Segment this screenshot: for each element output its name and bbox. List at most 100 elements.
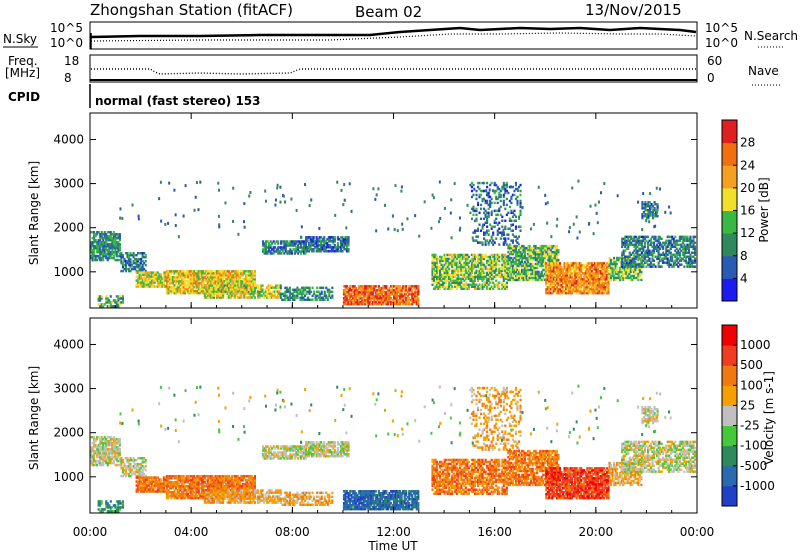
echo-cell	[205, 270, 208, 273]
echo-cell	[234, 284, 237, 287]
echo-cell	[379, 302, 382, 306]
echo-cell	[545, 270, 548, 273]
echo-cell	[182, 270, 185, 273]
echo-cell	[683, 243, 686, 247]
echo-cell	[501, 225, 504, 228]
echo-cell	[460, 263, 463, 267]
echo-cell	[194, 289, 197, 293]
echo-cell	[683, 245, 686, 249]
echo-cell	[200, 274, 203, 277]
echo-cell	[159, 275, 162, 278]
echo-cell	[530, 262, 533, 266]
echo-cell	[269, 252, 272, 255]
echo-cell	[108, 301, 111, 304]
echo-cell	[534, 266, 537, 270]
echo-cell	[311, 298, 314, 301]
echo-cell	[263, 252, 266, 255]
echo-cell	[470, 269, 474, 273]
echo-cell	[220, 270, 223, 273]
echo-cell	[215, 272, 219, 275]
echo-cell	[439, 273, 442, 277]
echo-cell	[525, 248, 528, 252]
echo-cell	[504, 239, 507, 242]
echo-cell	[527, 272, 530, 276]
echo-cell	[598, 264, 601, 267]
echo-cell	[304, 236, 308, 239]
echo-cell	[510, 209, 513, 213]
echo-cell	[214, 274, 217, 277]
echo-cell	[524, 248, 527, 252]
echo-cell	[514, 250, 518, 254]
echo-cell	[580, 278, 583, 281]
echo-cell	[671, 259, 674, 262]
echo-cell	[625, 268, 628, 272]
echo-cell	[568, 281, 571, 285]
echo-cell	[505, 287, 508, 290]
echo-cell	[472, 259, 475, 263]
echo-cell	[581, 264, 584, 267]
echo-cell	[261, 242, 265, 245]
echo-cell	[540, 244, 543, 248]
echo-cell	[486, 287, 489, 290]
echo-cell	[563, 289, 566, 293]
echo-cell	[646, 251, 650, 255]
echo-cell	[569, 270, 572, 273]
echo-cell	[671, 265, 674, 268]
echo-cell	[495, 267, 498, 271]
echo-cell	[397, 291, 400, 294]
echo-cell	[489, 199, 492, 203]
echo-cell	[508, 244, 511, 248]
echo-cell	[539, 276, 542, 280]
echo-cell	[178, 283, 181, 287]
echo-cell	[614, 272, 617, 276]
echo-cell	[117, 299, 120, 302]
echo-cell	[649, 239, 653, 243]
echo-cell	[476, 229, 480, 232]
echo-cell	[584, 270, 587, 273]
echo-cell	[478, 257, 481, 261]
echo-cell	[572, 289, 575, 293]
echo-cell	[598, 272, 601, 275]
echo-cell	[379, 294, 382, 298]
echo-cell	[140, 267, 143, 271]
echo-cell	[212, 286, 216, 289]
echo-cell	[681, 239, 684, 243]
echo-cell	[190, 276, 193, 279]
echo-cell	[487, 207, 490, 211]
echo-cell	[499, 213, 502, 217]
echo-cell	[533, 270, 536, 274]
echo-cell	[601, 276, 604, 279]
echo-cell	[587, 276, 590, 279]
echo-cell	[300, 298, 304, 301]
echo-cell	[530, 254, 533, 258]
echo-cell	[457, 279, 460, 283]
echo-cell	[469, 273, 472, 277]
echo-cell	[415, 287, 418, 290]
echo-cell	[668, 235, 671, 239]
echo-cell	[138, 283, 141, 286]
echo-cell	[269, 292, 272, 295]
echo-cell	[566, 289, 569, 293]
echo-cell	[314, 294, 317, 298]
echo-cell	[99, 250, 102, 254]
echo-cell	[385, 291, 388, 294]
echo-cell	[620, 270, 623, 274]
echo-cell	[264, 294, 267, 297]
echo-cell	[510, 239, 513, 242]
echo-cell	[563, 262, 566, 265]
echo-cell	[269, 240, 272, 243]
echo-cell	[355, 296, 358, 300]
echo-cell	[496, 269, 499, 273]
echo-cell	[476, 241, 480, 244]
echo-cell	[105, 244, 108, 248]
echo-cell	[543, 268, 546, 272]
echo-cell	[683, 235, 686, 239]
echo-cell	[222, 276, 225, 279]
echo-cell	[209, 290, 212, 293]
echo-cell	[593, 285, 596, 289]
echo-cell	[394, 300, 397, 304]
echo-cell	[684, 245, 687, 249]
echo-cell	[478, 287, 481, 290]
echo-cell	[520, 248, 524, 252]
echo-cell	[111, 236, 114, 240]
